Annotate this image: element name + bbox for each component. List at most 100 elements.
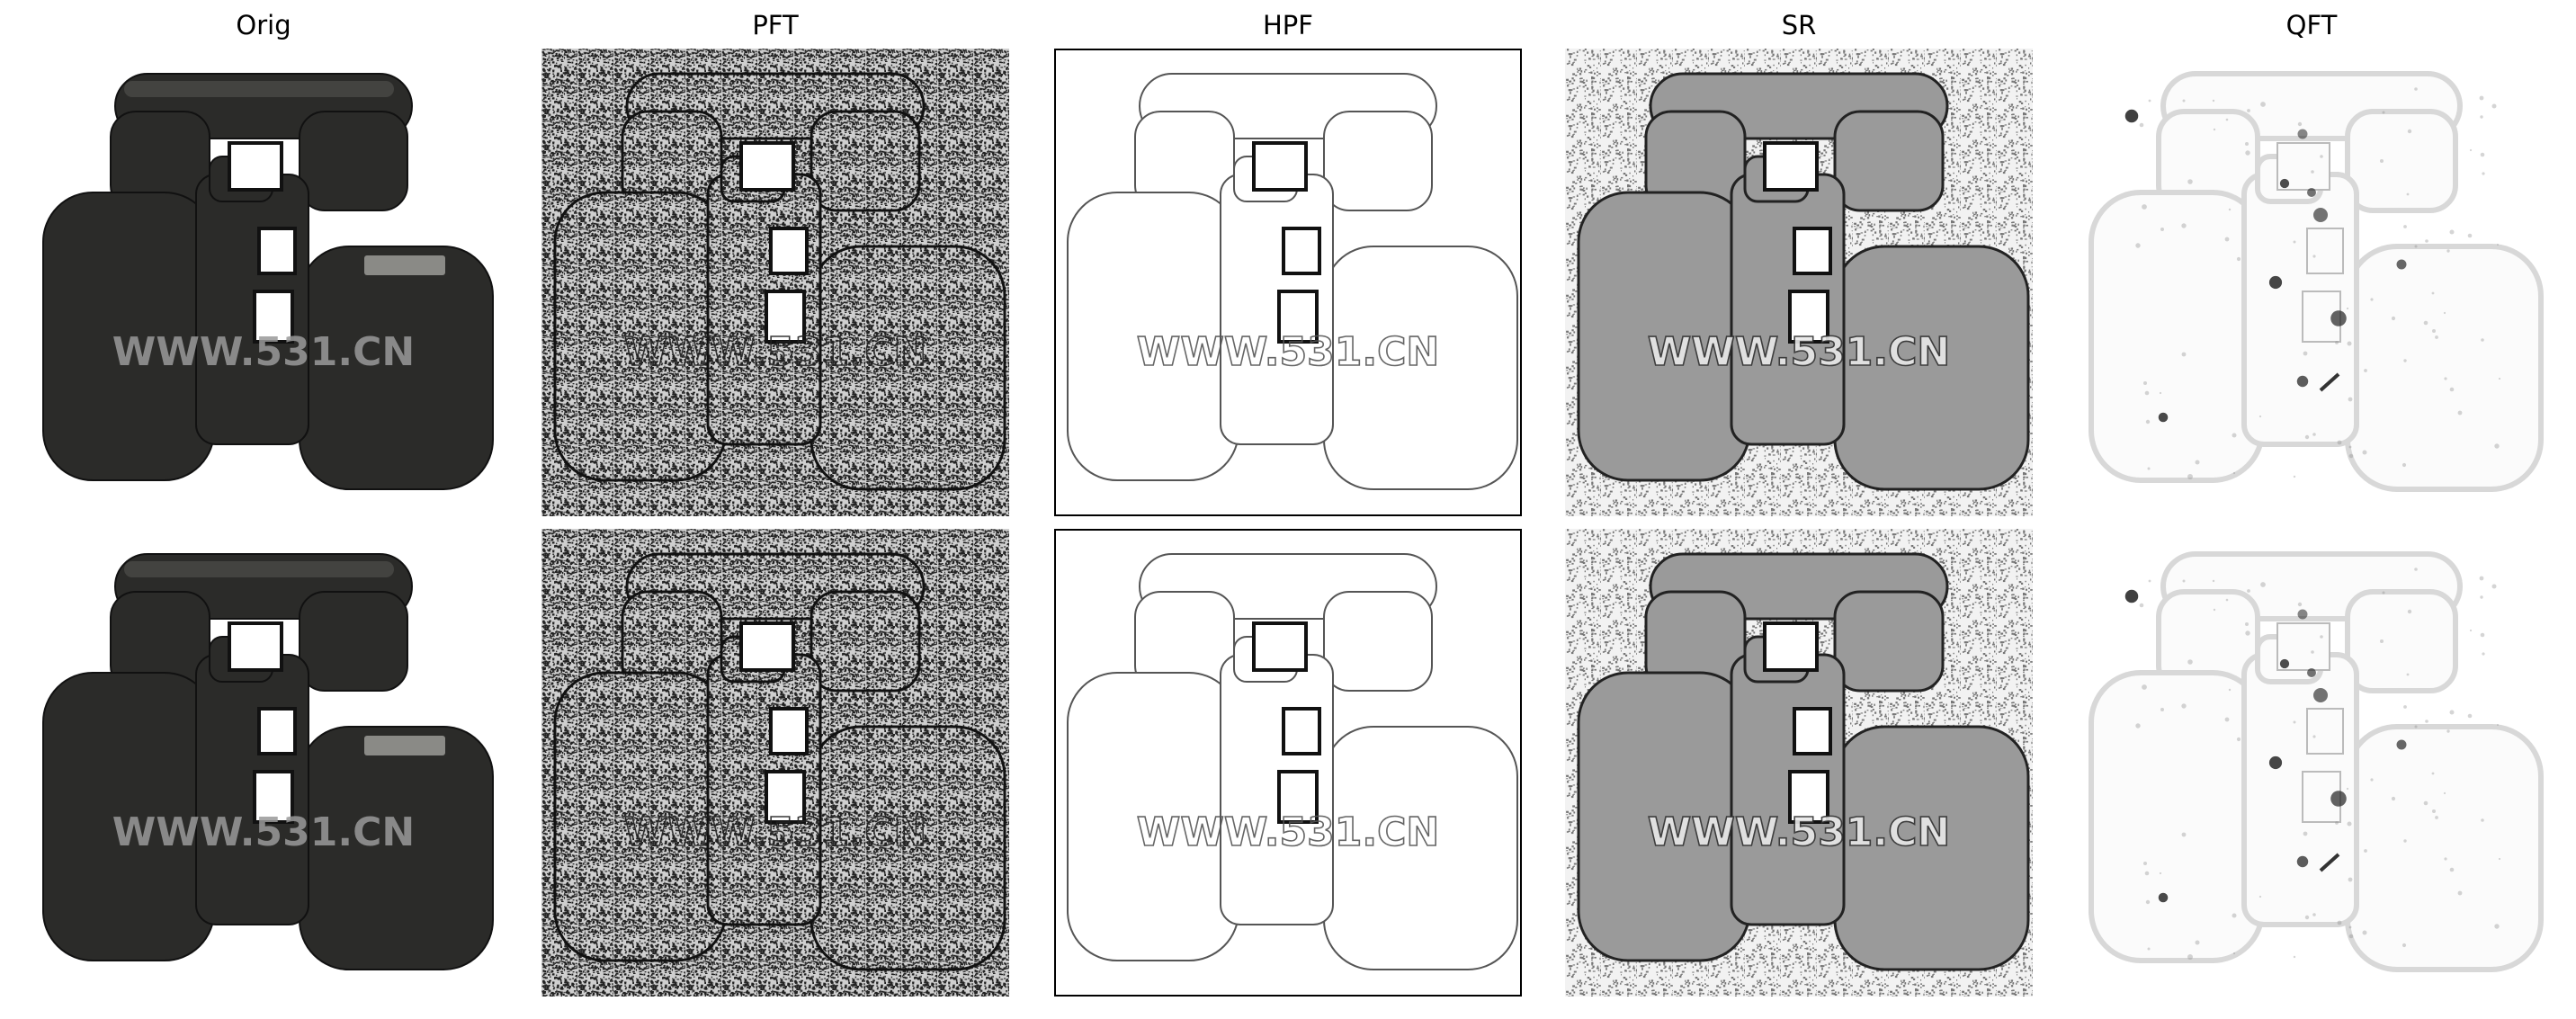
saliency-speck [2348,925,2352,929]
saliency-speck [2406,673,2410,676]
saliency-speck [2260,582,2266,587]
binoculars-image [2078,49,2545,516]
saliency-speck [2431,772,2435,775]
saliency-speck [2425,720,2428,723]
saliency-speck [2498,857,2501,861]
saliency-speck [2449,710,2455,715]
saliency-speck [2247,109,2250,112]
title-pft: PFT [752,10,799,40]
panel-sr-row2: WWW.531.CN [1565,529,2033,997]
binoculars-image: WWW.531.CN [541,529,1009,997]
saliency-speck [2236,256,2241,262]
saliency-speck [2380,639,2384,643]
saliency-speck [2228,688,2232,692]
saliency-speck [2479,576,2484,581]
hole-right [769,227,809,275]
saliency-speck [2260,102,2266,107]
saliency-speck [2258,415,2262,418]
hole-right [1282,707,1321,755]
panel-sr-row1: WWW.531.CN [1565,49,2033,516]
saliency-speck [2181,352,2187,357]
saliency-speck [2320,155,2323,158]
saliency-speck [2444,377,2447,380]
saliency-speck [2348,445,2352,449]
saliency-speck [2444,857,2447,861]
saliency-speck [2147,947,2151,951]
saliency-speck [2232,913,2237,918]
saliency-speck [2362,450,2367,455]
saliency-speck [2491,103,2497,109]
saliency-speck [2187,179,2193,184]
saliency-spot [2297,129,2308,139]
bridge-highlight [124,81,394,97]
binoculars-image: WWW.531.CN [541,49,1009,516]
saliency-speck [2446,249,2450,253]
saliency-speck [2480,595,2483,599]
saliency-speck [2195,940,2200,945]
saliency-speck [2195,460,2200,465]
left-barrel [2089,190,2265,483]
saliency-spot [2279,178,2290,189]
binoculars-image [2078,529,2545,997]
model-plate [364,255,445,275]
saliency-speck [2432,809,2436,813]
right-eyepiece [299,591,408,692]
watermark-text: WWW.531.CN [112,809,415,855]
hole-top [739,141,795,192]
saliency-spot [2297,609,2308,620]
saliency-speck [2224,717,2230,722]
saliency-speck [2303,831,2308,836]
saliency-speck [2143,381,2147,385]
saliency-speck [2479,95,2484,101]
saliency-speck [2293,955,2296,959]
saliency-speck [2212,579,2215,583]
saliency-speck [2407,129,2412,134]
saliency-speck [2135,723,2141,728]
saliency-speck [2425,239,2428,243]
saliency-speck [2258,895,2262,898]
saliency-speck [2135,243,2141,248]
saliency-speck [2245,622,2249,626]
hole-top [228,621,283,672]
hole-top [228,141,283,192]
saliency-speck [2347,821,2352,827]
saliency-speck [2159,391,2162,395]
saliency-speck [2364,849,2367,853]
saliency-spot [2396,739,2407,750]
saliency-speck [2370,778,2374,782]
saliency-speck [2297,121,2303,127]
saliency-spot [2158,892,2169,903]
saliency-speck [2443,791,2446,795]
hole-right [1793,707,1832,755]
saliency-speck [2402,943,2407,948]
right-eyepiece [2345,109,2458,213]
saliency-spot [2296,855,2309,868]
saliency-speck [2346,307,2349,310]
binoculars-image: WWW.531.CN [1054,49,1522,516]
saliency-speck [2491,584,2497,589]
saliency-speck [2370,298,2374,301]
saliency-spot [2158,412,2169,423]
saliency-speck [2312,735,2316,738]
right-eyepiece [809,110,921,212]
saliency-spot [2268,755,2283,770]
hole-top [1763,141,1819,192]
saliency-speck [2311,650,2314,654]
right-eyepiece [1833,590,1945,693]
saliency-speck [2482,652,2485,656]
saliency-speck [2337,440,2342,445]
saliency-speck [2335,341,2339,344]
saliency-speck [2380,159,2384,163]
saliency-speck [2406,192,2410,196]
saliency-speck [2187,474,2193,479]
saliency-speck [2480,632,2485,638]
right-eyepiece [2345,589,2458,693]
saliency-speck [2348,453,2354,459]
saliency-speck [2498,377,2501,380]
saliency-streak [2319,372,2340,392]
saliency-speck [2139,122,2144,128]
saliency-spot [2124,109,2139,123]
saliency-speck [2144,871,2150,876]
title-sr: SR [1781,10,1817,40]
hole-right [1793,227,1832,275]
